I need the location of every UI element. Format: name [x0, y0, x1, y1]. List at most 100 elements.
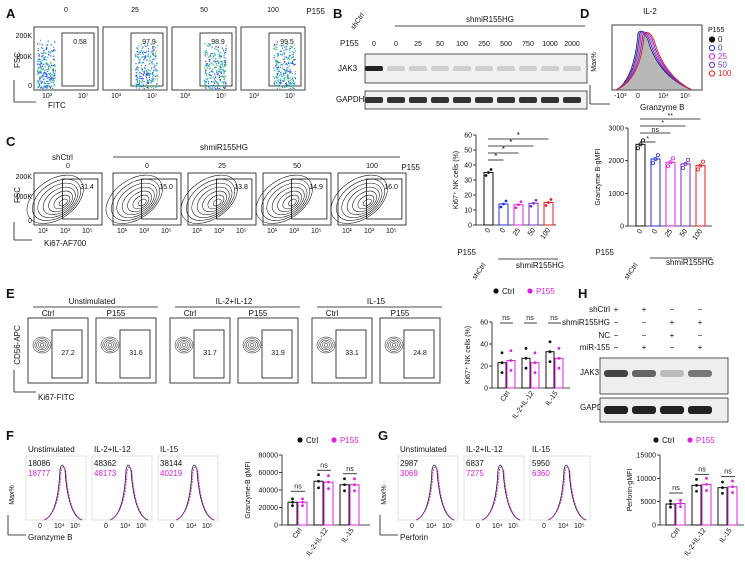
- panel-a-event: [281, 67, 284, 69]
- panel-f-xtick: 0: [170, 523, 174, 530]
- panel-g-xtick: 10⁵: [442, 523, 453, 530]
- panel-a-event: [287, 70, 289, 73]
- panel-a-event: [135, 69, 137, 71]
- panel-e-sub: P155: [107, 309, 126, 318]
- panel-a-event: [141, 62, 143, 64]
- panel-a-event: [223, 78, 225, 81]
- panel-a-event: [45, 44, 48, 47]
- panel-a-event: [225, 82, 227, 85]
- panel-a-event: [147, 53, 149, 55]
- panel-a-event: [48, 68, 50, 70]
- panel-f-bar-point: [301, 500, 304, 504]
- panel-b-band-jak3: [387, 66, 405, 71]
- panel-a-event: [40, 67, 42, 69]
- panel-d-bar-point: [641, 138, 646, 143]
- panel-a-event: [223, 54, 225, 56]
- panel-a-event: [147, 80, 149, 82]
- panel-a-event: [273, 48, 275, 50]
- panel-d-bar-shctrl: shCtrl: [623, 262, 639, 281]
- panel-a-event: [146, 78, 148, 80]
- panel-a-event: [152, 63, 154, 65]
- panel-c-bar-ytick-label: 20: [464, 193, 472, 200]
- panel-a-event: [135, 55, 137, 57]
- panel-a-event: [286, 43, 288, 45]
- panel-a-event: [45, 56, 47, 58]
- panel-a-event: [212, 76, 214, 78]
- panel-c-contour: [111, 178, 160, 221]
- panel-a-event: [54, 77, 56, 79]
- panel-e-bar-point: [524, 366, 528, 370]
- panel-a-event: [223, 61, 225, 63]
- panel-h-band-jak3: [632, 370, 656, 377]
- panel-e-contour: [39, 343, 45, 347]
- panel-g-xtick: 10⁴: [492, 523, 503, 530]
- panel-a-event: [281, 45, 283, 47]
- panel-a-event: [220, 72, 222, 75]
- panel-a-event: [214, 75, 217, 77]
- panel-a-event: [285, 77, 287, 79]
- panel-a-event: [288, 54, 291, 57]
- panel-c-bar-point: [549, 198, 553, 201]
- panel-g-bar-point: [721, 486, 724, 490]
- panel-label-B: B: [333, 6, 342, 21]
- panel-a-event: [39, 77, 41, 79]
- panel-a-event: [44, 66, 46, 68]
- panel-a-event: [141, 68, 144, 70]
- panel-c-gate: [141, 178, 178, 220]
- panel-g-bar-point: [731, 479, 734, 483]
- panel-a-event: [37, 80, 40, 82]
- panel-e-sig-label: ns: [550, 315, 558, 322]
- panel-a-event: [38, 67, 40, 69]
- panel-f-value-p155: 18777: [28, 469, 51, 478]
- panel-a-event: [135, 75, 137, 77]
- panel-g-legend-marker: [653, 437, 659, 443]
- panel-a-event: [286, 48, 288, 50]
- panel-a-event: [279, 87, 281, 89]
- panel-a-event: [291, 83, 293, 85]
- panel-g-legend-marker: [687, 437, 693, 443]
- panel-f-xlabel: Granzyme B: [28, 533, 72, 542]
- panel-e-bar-P155: [554, 357, 564, 389]
- panel-a-event: [49, 87, 51, 89]
- panel-e-contour: [36, 339, 48, 351]
- panel-d-bar-point: [638, 142, 643, 147]
- panel-a-event: [43, 87, 45, 89]
- panel-g-xtick: 0: [542, 523, 546, 530]
- panel-c-dose: 0: [145, 163, 149, 170]
- panel-a-event: [208, 71, 211, 74]
- panel-c-shmir: shmiR155HG: [200, 143, 248, 152]
- panel-a-event: [45, 53, 47, 55]
- panel-a-event: [212, 84, 214, 86]
- panel-a-event: [152, 58, 154, 61]
- panel-a-event: [278, 69, 280, 71]
- panel-d-bar-3: [680, 163, 691, 227]
- panel-a-event: [277, 52, 279, 55]
- panel-c-gate: [366, 178, 403, 220]
- panel-c-xtick: 10⁵: [236, 228, 247, 235]
- panel-a-event: [205, 81, 207, 83]
- panel-c-bar-category: 100: [540, 227, 552, 241]
- panel-a-event: [148, 74, 150, 76]
- panel-a-event: [283, 72, 285, 74]
- panel-a-event: [46, 82, 48, 85]
- panel-a-event: [292, 59, 295, 61]
- panel-a-event: [137, 84, 139, 86]
- panel-a-event: [204, 53, 206, 55]
- panel-e-bar-point: [500, 371, 504, 374]
- panel-e-bar-point: [557, 356, 561, 360]
- panel-a-event: [49, 65, 51, 67]
- panel-a-event: [287, 77, 289, 79]
- panel-a-event: [46, 85, 48, 87]
- panel-a-event: [145, 73, 147, 75]
- panel-e-sub: P155: [391, 309, 410, 318]
- panel-a-event: [294, 58, 296, 61]
- panel-a-event: [155, 86, 157, 88]
- panel-a-event: [140, 50, 142, 52]
- panel-a-event: [209, 63, 211, 65]
- panel-a-event: [148, 50, 150, 52]
- panel-h-sign: −: [698, 305, 703, 314]
- panel-a-event: [215, 81, 218, 84]
- panel-a-event: [38, 55, 40, 57]
- panel-a-event: [275, 82, 278, 84]
- panel-a-event: [218, 84, 220, 86]
